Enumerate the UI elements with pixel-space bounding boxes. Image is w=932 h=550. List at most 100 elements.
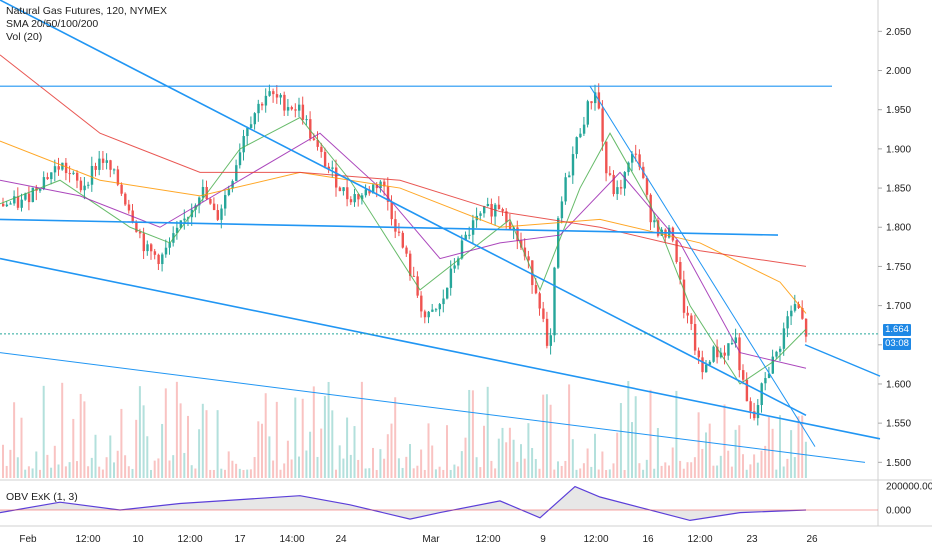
candle-body (638, 154, 641, 167)
candle-body (708, 361, 712, 365)
candle-body (753, 411, 756, 419)
candle-body (523, 247, 527, 257)
volume-bar (172, 455, 175, 478)
candle-body (749, 401, 752, 412)
volume-bar (712, 465, 715, 478)
candle-body (309, 119, 312, 139)
candle-body (76, 172, 79, 181)
volume-bar (94, 434, 97, 478)
obv-tick-label: 200000.000 (886, 482, 932, 493)
volume-bar (460, 451, 463, 478)
candle-body (738, 337, 741, 371)
candle-body (253, 113, 256, 125)
volume-bar (349, 454, 352, 478)
volume-bar (545, 394, 548, 478)
candle-body (327, 166, 330, 169)
candle-body (553, 267, 556, 336)
volume-bar (249, 469, 252, 478)
candle-body (471, 220, 475, 235)
volume-bar (675, 390, 678, 478)
candle-body (501, 209, 504, 212)
volume-bar (464, 437, 467, 478)
candle-body (712, 346, 715, 362)
volume-bar (286, 440, 289, 478)
volume-bar (742, 454, 744, 478)
volume-bar (427, 423, 430, 478)
volume-bar (87, 466, 90, 478)
candle-body (686, 312, 689, 316)
volume-bar (605, 469, 608, 478)
volume-bar (305, 450, 308, 478)
volume-bar (113, 462, 115, 478)
candle-body (564, 177, 567, 202)
candle-body (520, 240, 523, 248)
obv-line (0, 485, 807, 522)
volume-bar (753, 454, 756, 478)
volume-bar (309, 431, 312, 478)
candle-body (542, 308, 545, 319)
volume-bar (127, 466, 130, 478)
candle-body (101, 158, 105, 163)
volume-bar (645, 459, 648, 478)
volume-bar (656, 427, 659, 478)
candle-body (616, 187, 619, 195)
volume-bar (471, 390, 474, 478)
volume-bar (264, 393, 267, 478)
candle-body (279, 94, 282, 98)
x-tick-label: 17 (234, 534, 246, 545)
volume-bar (594, 433, 596, 478)
candle-body (249, 124, 253, 128)
candle-body (375, 184, 379, 189)
volume-bar (35, 451, 38, 478)
candle-body (201, 186, 205, 198)
volume-bar (779, 415, 781, 478)
volume-bar (701, 448, 704, 478)
volume-bar (331, 410, 334, 478)
volume-bar (246, 469, 249, 478)
volume-bar (105, 457, 108, 478)
candle-body (479, 213, 482, 216)
candle-body (545, 318, 549, 346)
volume-bar (412, 468, 415, 478)
volume-bar (804, 441, 807, 478)
volume-bar (727, 450, 730, 478)
candle-body (39, 189, 42, 191)
candle-body (486, 203, 490, 207)
candle-body (727, 343, 730, 356)
candle-body (420, 295, 423, 312)
candle-body (516, 227, 519, 241)
x-tick-label: 14:00 (279, 534, 304, 545)
volume-bar (272, 460, 275, 478)
candle-body (586, 101, 589, 125)
candle-body (257, 103, 260, 114)
volume-bar (283, 463, 286, 478)
volume-bar (723, 404, 726, 478)
volume-bar (527, 423, 530, 478)
volume-bar (671, 447, 674, 478)
volume-bar (749, 464, 752, 478)
volume-bar (775, 469, 778, 478)
candle-body (335, 167, 338, 188)
volume-bar (634, 396, 637, 478)
volume-bar (416, 465, 419, 478)
candle-body (442, 298, 445, 305)
volume-bar (368, 468, 371, 478)
candle-body (113, 169, 116, 171)
volume-bar (553, 469, 556, 478)
volume-bar (183, 452, 186, 478)
volume-bar (379, 449, 382, 478)
y-tick-label: 1.600 (886, 379, 911, 390)
candle-body (157, 254, 160, 265)
volume-bar (205, 410, 208, 478)
volume-bar (212, 469, 215, 478)
candle-body (697, 350, 700, 358)
volume-bar (745, 469, 748, 478)
candle-body (50, 172, 53, 180)
volume-bar (738, 425, 741, 478)
volume-bar (649, 389, 652, 478)
candle-body (5, 204, 9, 207)
volume-bar (50, 467, 53, 478)
volume-bar (346, 417, 349, 478)
x-tick-label: Feb (19, 534, 37, 545)
